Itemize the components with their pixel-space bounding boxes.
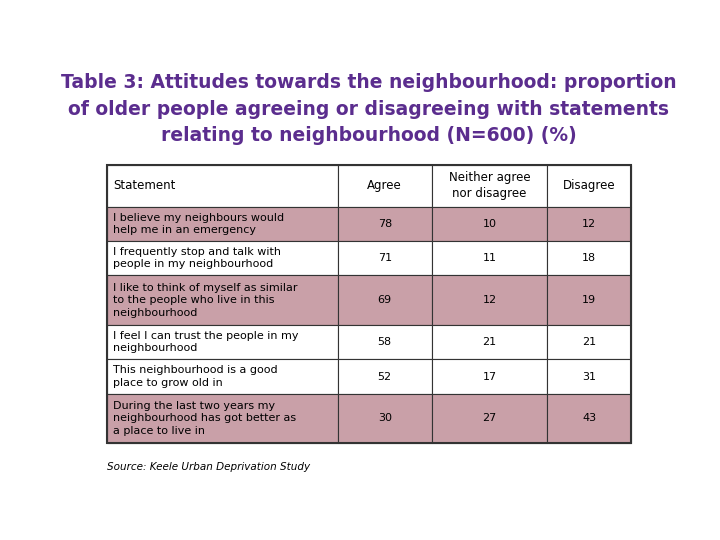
Bar (107, 275, 338, 325)
Text: Disagree: Disagree (563, 179, 616, 192)
Text: 17: 17 (482, 372, 497, 382)
Text: 12: 12 (582, 219, 596, 229)
Text: 69: 69 (378, 295, 392, 305)
Text: Neither agree
nor disagree: Neither agree nor disagree (449, 171, 531, 200)
Bar (432, 241, 547, 275)
Text: I frequently stop and talk with
people in my neighbourhood: I frequently stop and talk with people i… (114, 247, 282, 269)
Bar (338, 325, 432, 359)
Text: 18: 18 (582, 253, 596, 263)
Bar (338, 275, 432, 325)
Bar (338, 206, 432, 241)
Bar (547, 165, 631, 206)
Text: I feel I can trust the people in my
neighbourhood: I feel I can trust the people in my neig… (114, 331, 299, 353)
Text: 52: 52 (378, 372, 392, 382)
Bar (107, 165, 631, 443)
Bar (338, 165, 432, 206)
Text: 27: 27 (482, 414, 497, 423)
Bar (432, 275, 547, 325)
Text: 12: 12 (482, 295, 497, 305)
Text: During the last two years my
neighbourhood has got better as
a place to live in: During the last two years my neighbourho… (114, 401, 297, 436)
Bar (547, 394, 631, 443)
Bar (107, 241, 338, 275)
Bar (432, 206, 547, 241)
Text: Agree: Agree (367, 179, 402, 192)
Text: 21: 21 (482, 337, 497, 347)
Bar (107, 359, 338, 394)
Text: 31: 31 (582, 372, 596, 382)
Text: 19: 19 (582, 295, 596, 305)
Text: This neighbourhood is a good
place to grow old in: This neighbourhood is a good place to gr… (114, 366, 278, 388)
Bar (547, 359, 631, 394)
Bar (338, 394, 432, 443)
Bar (547, 241, 631, 275)
Text: Table 3: Attitudes towards the neighbourhood: proportion
of older people agreein: Table 3: Attitudes towards the neighbour… (61, 73, 677, 145)
Bar (547, 325, 631, 359)
Text: Statement: Statement (114, 179, 176, 192)
Text: 78: 78 (377, 219, 392, 229)
Bar (107, 325, 338, 359)
Bar (107, 206, 338, 241)
Bar (338, 359, 432, 394)
Text: 71: 71 (378, 253, 392, 263)
Bar (547, 206, 631, 241)
Text: 11: 11 (482, 253, 497, 263)
Bar (432, 165, 547, 206)
Bar (107, 165, 338, 206)
Bar (547, 275, 631, 325)
Text: 58: 58 (378, 337, 392, 347)
Text: 21: 21 (582, 337, 596, 347)
Text: 30: 30 (378, 414, 392, 423)
Text: I believe my neighbours would
help me in an emergency: I believe my neighbours would help me in… (114, 213, 284, 235)
Bar (432, 394, 547, 443)
Bar (107, 394, 338, 443)
Text: I like to think of myself as similar
to the people who live in this
neighbourhoo: I like to think of myself as similar to … (114, 283, 298, 318)
Text: 43: 43 (582, 414, 596, 423)
Text: 10: 10 (482, 219, 497, 229)
Bar (338, 241, 432, 275)
Bar (432, 359, 547, 394)
Text: Source: Keele Urban Deprivation Study: Source: Keele Urban Deprivation Study (107, 462, 310, 472)
Bar (432, 325, 547, 359)
